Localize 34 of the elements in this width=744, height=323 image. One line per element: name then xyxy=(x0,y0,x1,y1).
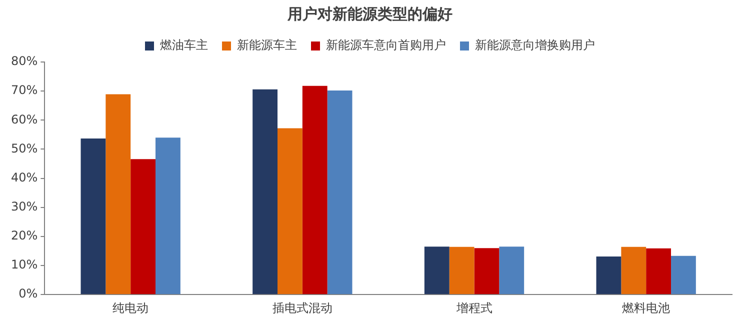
x-tick-label: 插电式混动 xyxy=(272,300,332,315)
chart-title: 用户对新能源类型的偏好 xyxy=(286,4,452,23)
bar xyxy=(424,246,450,294)
bar xyxy=(327,90,352,294)
y-tick-label: 20% xyxy=(11,228,38,243)
bar xyxy=(671,256,696,294)
bar xyxy=(302,86,328,294)
bar xyxy=(596,256,622,294)
y-tick-label: 80% xyxy=(11,54,38,68)
y-tick-label: 50% xyxy=(11,141,38,156)
bar xyxy=(646,248,671,294)
x-tick-label: 增程式 xyxy=(455,300,492,315)
bar xyxy=(130,159,156,294)
legend-label: 新能源车主 xyxy=(237,38,297,52)
y-tick-label: 10% xyxy=(11,258,38,272)
bar xyxy=(106,94,131,294)
bar xyxy=(156,138,180,294)
x-tick-label: 纯电动 xyxy=(112,300,149,315)
legend-label: 新能源意向增换购用户 xyxy=(475,38,595,52)
y-tick-label: 60% xyxy=(11,112,38,126)
y-tick-label: 0% xyxy=(18,286,38,301)
x-tick-label: 燃料电池 xyxy=(622,300,670,315)
bar xyxy=(499,246,524,294)
bar xyxy=(621,246,646,294)
bar xyxy=(449,246,474,294)
bar xyxy=(278,128,302,294)
y-tick-label: 30% xyxy=(11,200,38,214)
y-tick-label: 70% xyxy=(11,83,38,98)
bar xyxy=(474,248,500,294)
y-tick-label: 40% xyxy=(11,170,38,184)
bar xyxy=(80,138,106,294)
legend-label: 新能源车意向首购用户 xyxy=(326,38,446,52)
bar xyxy=(252,89,278,294)
legend-label: 燃油车主 xyxy=(160,38,208,52)
